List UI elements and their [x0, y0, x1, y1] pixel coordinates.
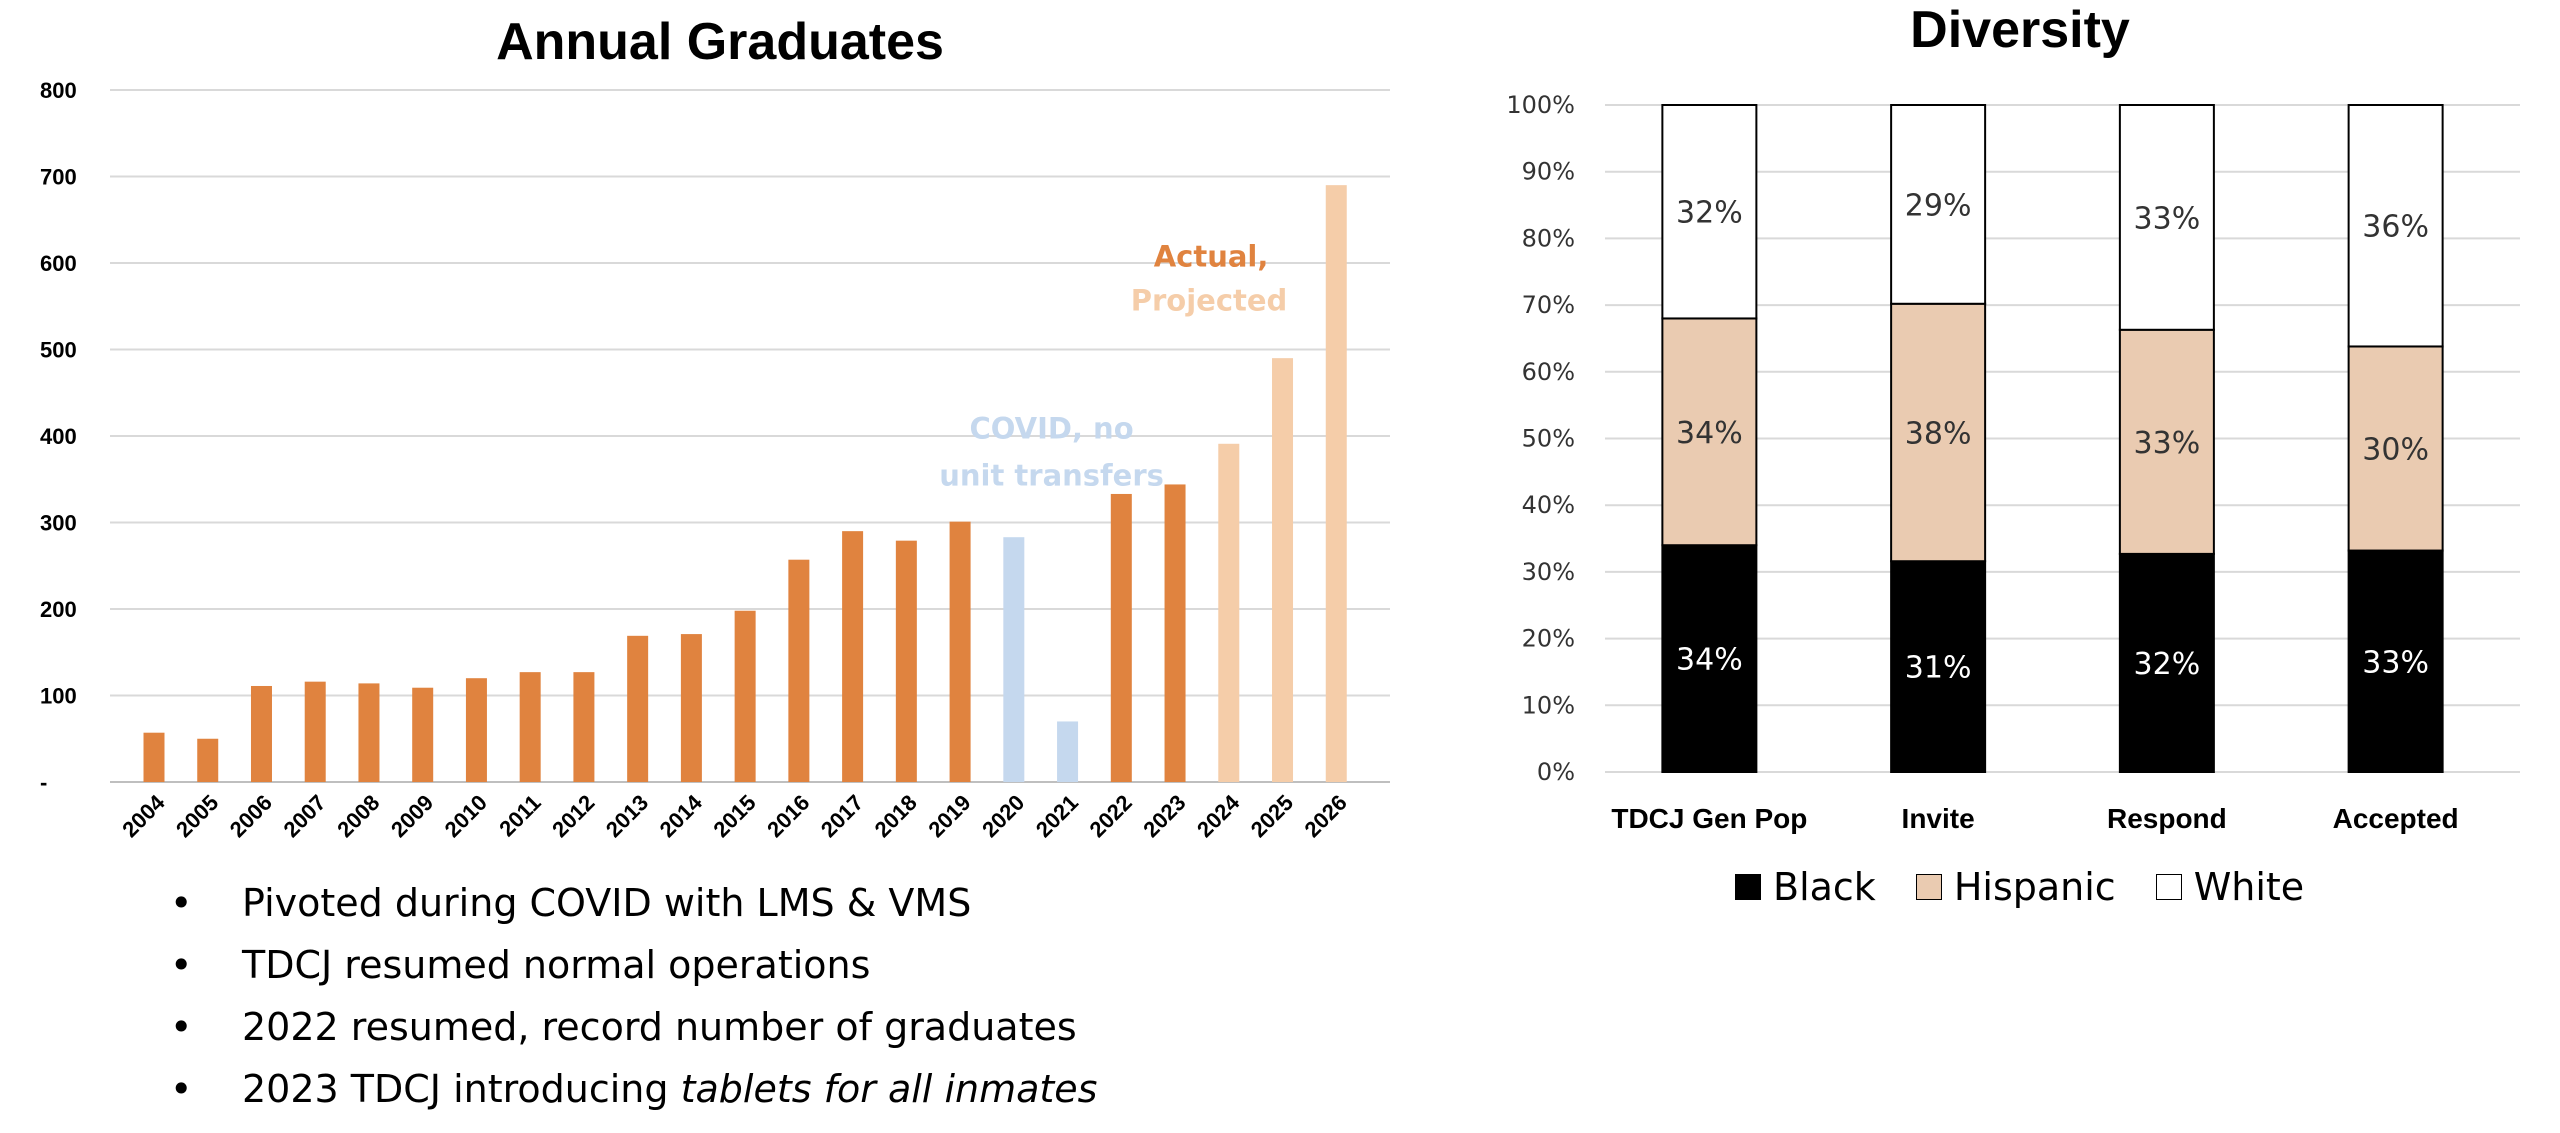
- y-tick-label: 60%: [1522, 358, 1575, 386]
- bullet-list: Pivoted during COVID with LMS & VMS TDCJ…: [170, 872, 1097, 1120]
- annotation-covid-line1: COVID, no: [969, 412, 1133, 446]
- data-label: 32%: [2134, 647, 2201, 682]
- legend-label-white: White: [2193, 865, 2305, 909]
- bar: [1218, 443, 1240, 782]
- diversity-chart-title: Diversity: [1910, 1, 2130, 59]
- bullet-emphasis: tablets for all inmates: [680, 1067, 1098, 1111]
- data-label: 31%: [1905, 651, 1972, 686]
- bar-segment: [2347, 104, 2444, 348]
- y-tick-label: 800: [40, 78, 77, 103]
- y-tick-label: 700: [40, 165, 77, 190]
- bar: [1272, 358, 1294, 782]
- y-tick-label: 50%: [1522, 425, 1575, 453]
- x-tick-label: Accepted: [2333, 803, 2459, 834]
- y-tick-label: 40%: [1522, 491, 1575, 519]
- bullet-text: TDCJ resumed normal operations: [242, 943, 871, 987]
- annotation-projected: Projected: [1131, 284, 1288, 318]
- graduates-chart-title: Annual Graduates: [496, 13, 944, 71]
- annotation-actual: Actual,: [1154, 239, 1269, 273]
- data-label: 29%: [1905, 188, 1972, 223]
- data-label: 33%: [2134, 201, 2201, 236]
- legend-swatch-white: [2155, 874, 2182, 900]
- y-tick-label: 30%: [1522, 558, 1575, 586]
- y-tick-label: -: [40, 770, 47, 795]
- bar: [358, 683, 380, 782]
- bar: [842, 531, 864, 782]
- y-tick-label: 90%: [1522, 158, 1575, 186]
- bar-segment: [2347, 549, 2444, 774]
- bar: [1110, 493, 1132, 782]
- legend-label-hispanic: Hispanic: [1953, 865, 2116, 909]
- x-tick-label: Respond: [2107, 803, 2227, 834]
- bullet-item: Pivoted during COVID with LMS & VMS: [170, 872, 1097, 934]
- bar-segment: [1661, 544, 1758, 773]
- y-tick-label: 20%: [1522, 625, 1575, 653]
- bar: [519, 672, 541, 782]
- data-label: 32%: [1676, 196, 1743, 231]
- bullet-text: 2023 TDCJ introducing: [242, 1067, 681, 1111]
- data-label: 36%: [2362, 210, 2429, 245]
- legend-swatch-black: [1735, 874, 1761, 900]
- y-tick-label: 10%: [1522, 691, 1575, 719]
- y-tick-label: 300: [40, 511, 77, 536]
- bar: [412, 687, 434, 782]
- bar: [304, 681, 326, 782]
- y-tick-label: 0%: [1537, 758, 1575, 786]
- bar: [627, 635, 649, 782]
- y-tick-label: 500: [40, 338, 77, 363]
- x-tick-label: TDCJ Gen Pop: [1611, 803, 1807, 834]
- bar: [734, 610, 756, 782]
- bullet-text: 2022 resumed, record number of graduates: [242, 1005, 1077, 1049]
- diversity-chart: 100% 90% 80% 70% 60% 50% 40% 30% 20% 10% 0% 34% 34% 3…: [1506, 91, 2520, 834]
- data-label: 33%: [2134, 426, 2201, 461]
- bullet-item: 2023 TDCJ introducing tablets for all in…: [170, 1058, 1097, 1120]
- data-label: 34%: [1676, 416, 1743, 451]
- bar: [197, 738, 219, 782]
- y-tick-label: 80%: [1522, 224, 1575, 252]
- y-tick-label: 200: [40, 597, 77, 622]
- bar-segment: [1661, 104, 1758, 320]
- bar: [573, 672, 595, 782]
- y-tick-label: 100: [40, 684, 77, 709]
- y-tick-label: 100%: [1506, 91, 1575, 119]
- legend-item-black: Black: [1735, 865, 1876, 909]
- bar-segment: [2118, 104, 2215, 331]
- bar: [949, 521, 971, 782]
- bar: [1164, 484, 1186, 782]
- diversity-legend: Black Hispanic White: [1735, 865, 2304, 909]
- bar-segment: [1890, 104, 1987, 305]
- legend-item-hispanic: Hispanic: [1915, 865, 2116, 909]
- data-label: 34%: [1676, 643, 1743, 678]
- y-tick-label: 400: [40, 424, 77, 449]
- bar: [788, 559, 810, 782]
- data-label: 33%: [2362, 645, 2429, 680]
- bar: [465, 678, 487, 782]
- data-label: 30%: [2362, 433, 2429, 468]
- annotation-covid-line2: unit transfers: [939, 458, 1164, 492]
- data-label: 38%: [1905, 416, 1972, 451]
- legend-label-black: Black: [1773, 865, 1876, 909]
- legend-swatch-hispanic: [1915, 874, 1942, 900]
- y-tick-label: 70%: [1522, 291, 1575, 319]
- bar: [1057, 721, 1079, 782]
- bar: [895, 540, 917, 782]
- bullet-text: Pivoted during COVID with LMS & VMS: [242, 881, 972, 925]
- y-tick-label: 600: [40, 251, 77, 276]
- bar-segment: [2118, 328, 2215, 555]
- bar: [680, 634, 702, 782]
- bullet-item: TDCJ resumed normal operations: [170, 934, 1097, 996]
- bar: [1003, 537, 1025, 782]
- bar: [143, 732, 165, 782]
- bullet-item: 2022 resumed, record number of graduates: [170, 996, 1097, 1058]
- bar: [250, 685, 272, 782]
- legend-item-white: White: [2155, 865, 2305, 909]
- bar: [1325, 185, 1347, 782]
- x-tick-label: Invite: [1902, 803, 1975, 834]
